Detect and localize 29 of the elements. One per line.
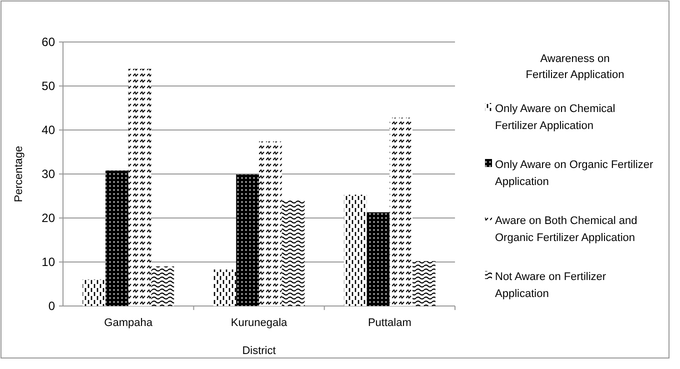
legend-label: Only Aware on Chemical Fertilizer Application — [495, 103, 616, 132]
x-tick-label: Kurunegala — [230, 317, 288, 329]
bar — [105, 170, 128, 306]
y-tick-label: 50 — [42, 79, 56, 94]
bar — [82, 280, 106, 306]
x-tick-label: Puttalam — [368, 317, 412, 329]
legend-label: Only Aware on Organic Fertilizer Application — [495, 159, 654, 188]
bar — [151, 266, 174, 306]
bar — [128, 68, 152, 306]
bar — [344, 194, 367, 306]
legend-title: Awareness on Fertilizer Application — [526, 53, 624, 81]
x-axis-title: District — [242, 345, 276, 357]
y-tick-label: 30 — [42, 167, 56, 182]
bar — [282, 200, 305, 306]
y-tick-label: 60 — [42, 35, 56, 50]
y-tick-label: 40 — [42, 123, 56, 138]
bar — [213, 269, 236, 306]
bar — [390, 118, 413, 306]
legend-label: Aware on Both Chemical and Organic Fertilizer Application — [495, 215, 638, 244]
bar — [366, 212, 390, 306]
y-tick-label: 0 — [48, 299, 56, 314]
legend-label: Not Aware on Fertilizer Application — [495, 271, 606, 300]
x-tick-label: Gampaha — [104, 317, 154, 329]
bar — [259, 141, 282, 306]
y-tick-label: 10 — [42, 255, 56, 270]
y-axis-title: Percentage — [13, 146, 25, 202]
bar — [236, 174, 259, 306]
y-tick-label: 20 — [42, 211, 56, 226]
bar — [412, 261, 436, 306]
